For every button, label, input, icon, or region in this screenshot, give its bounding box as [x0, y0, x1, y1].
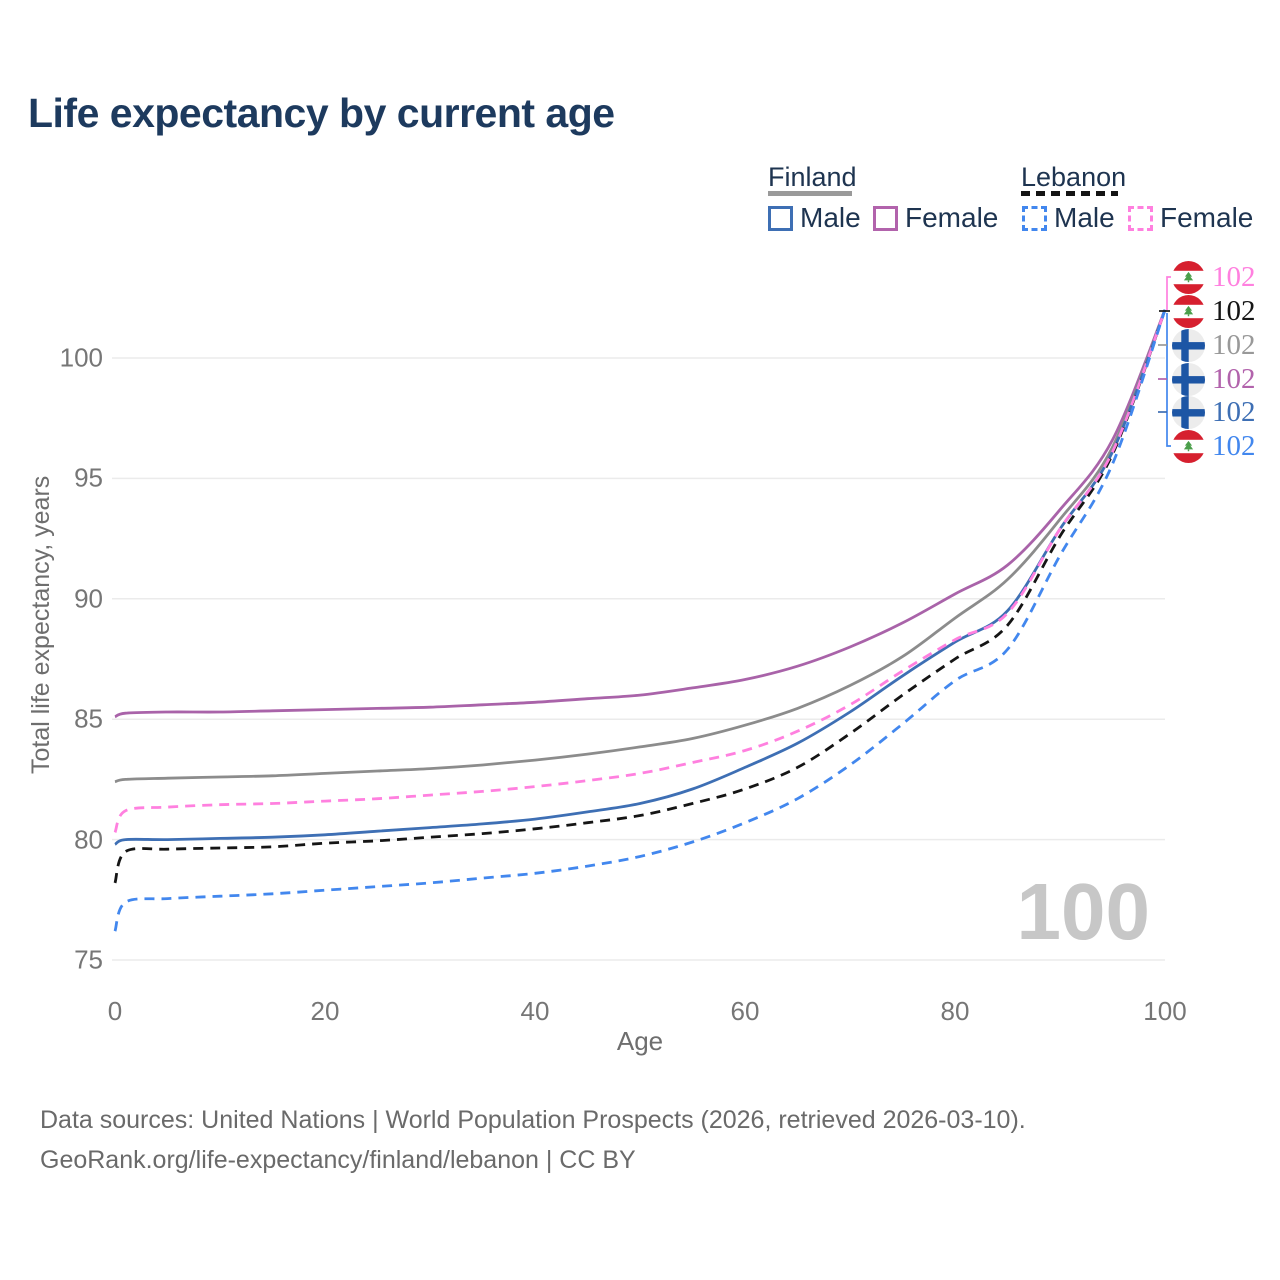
- finland-flag-icon: [1172, 362, 1205, 396]
- legend-swatch-finland-male[interactable]: [768, 206, 793, 231]
- page-title: Life expectancy by current age: [28, 90, 615, 136]
- series-lebanon-female[interactable]: [113, 309, 1167, 834]
- legend-swatch-lebanon-female[interactable]: [1128, 206, 1153, 231]
- label-connector: [1166, 313, 1171, 447]
- legend-item-finland-female[interactable]: Female: [905, 202, 999, 233]
- line-end-label: 102: [1172, 395, 1256, 429]
- legend-country-lebanon: Lebanon: [1021, 162, 1127, 192]
- lebanon-flag-icon: [1172, 260, 1205, 294]
- attribution-note: GeoRank.org/life-expectancy/finland/leba…: [40, 1146, 636, 1174]
- line-end-label: 102: [1172, 260, 1256, 294]
- legend-country-finland: Finland: [768, 162, 857, 192]
- series-finland-female[interactable]: [114, 309, 1167, 719]
- line-end-label: 102: [1172, 362, 1256, 396]
- y-tick-label: 100: [59, 342, 103, 373]
- y-tick-label: 75: [74, 944, 103, 975]
- legend-item-finland-male[interactable]: Male: [800, 202, 861, 233]
- line-end-value: 102: [1212, 395, 1256, 428]
- finland-flag-icon: [1172, 395, 1205, 429]
- y-tick-label: 90: [74, 583, 103, 614]
- label-connector: [1166, 276, 1171, 310]
- y-tick-label: 95: [74, 462, 103, 493]
- legend-item-lebanon-male[interactable]: Male: [1054, 202, 1115, 233]
- line-end-value: 102: [1212, 294, 1256, 327]
- series-finland-male[interactable]: [114, 309, 1167, 846]
- finland-flag-icon: [1172, 328, 1205, 362]
- line-end-value: 102: [1212, 362, 1256, 395]
- line-end-label: 102: [1172, 429, 1256, 463]
- y-tick-label: 80: [74, 824, 103, 855]
- line-end-value: 102: [1212, 328, 1256, 361]
- age-counter-watermark: 100: [1016, 867, 1150, 956]
- y-axis-title: Total life expectancy, years: [27, 475, 55, 775]
- legend-swatch-finland-female[interactable]: [873, 206, 898, 231]
- lebanon-flag-icon: [1172, 294, 1205, 328]
- x-axis-title: Age: [616, 1026, 664, 1056]
- legend-item-lebanon-female[interactable]: Female: [1160, 202, 1254, 233]
- x-tick-label: 20: [310, 996, 340, 1026]
- line-end-label: 102: [1172, 328, 1256, 362]
- data-sources-note: Data sources: United Nations | World Pop…: [40, 1106, 1026, 1134]
- finland-line-style-swatch: [768, 191, 852, 196]
- x-tick-label: 80: [940, 996, 970, 1026]
- x-tick-label: 0: [107, 996, 123, 1026]
- line-end-value: 102: [1212, 260, 1256, 293]
- x-tick-label: 100: [1143, 996, 1187, 1026]
- series-finland-both-sexes[interactable]: [114, 309, 1167, 784]
- x-tick-label: 60: [730, 996, 760, 1026]
- line-end-value: 102: [1212, 429, 1256, 462]
- lebanon-line-style-swatch: [1021, 191, 1118, 196]
- lebanon-flag-icon: [1172, 429, 1205, 463]
- line-end-label: 102: [1172, 294, 1256, 328]
- x-tick-label: 40: [520, 996, 550, 1026]
- y-tick-label: 85: [74, 703, 103, 734]
- series-lebanon-both-sexes[interactable]: [113, 309, 1167, 884]
- legend-swatch-lebanon-male[interactable]: [1022, 206, 1047, 231]
